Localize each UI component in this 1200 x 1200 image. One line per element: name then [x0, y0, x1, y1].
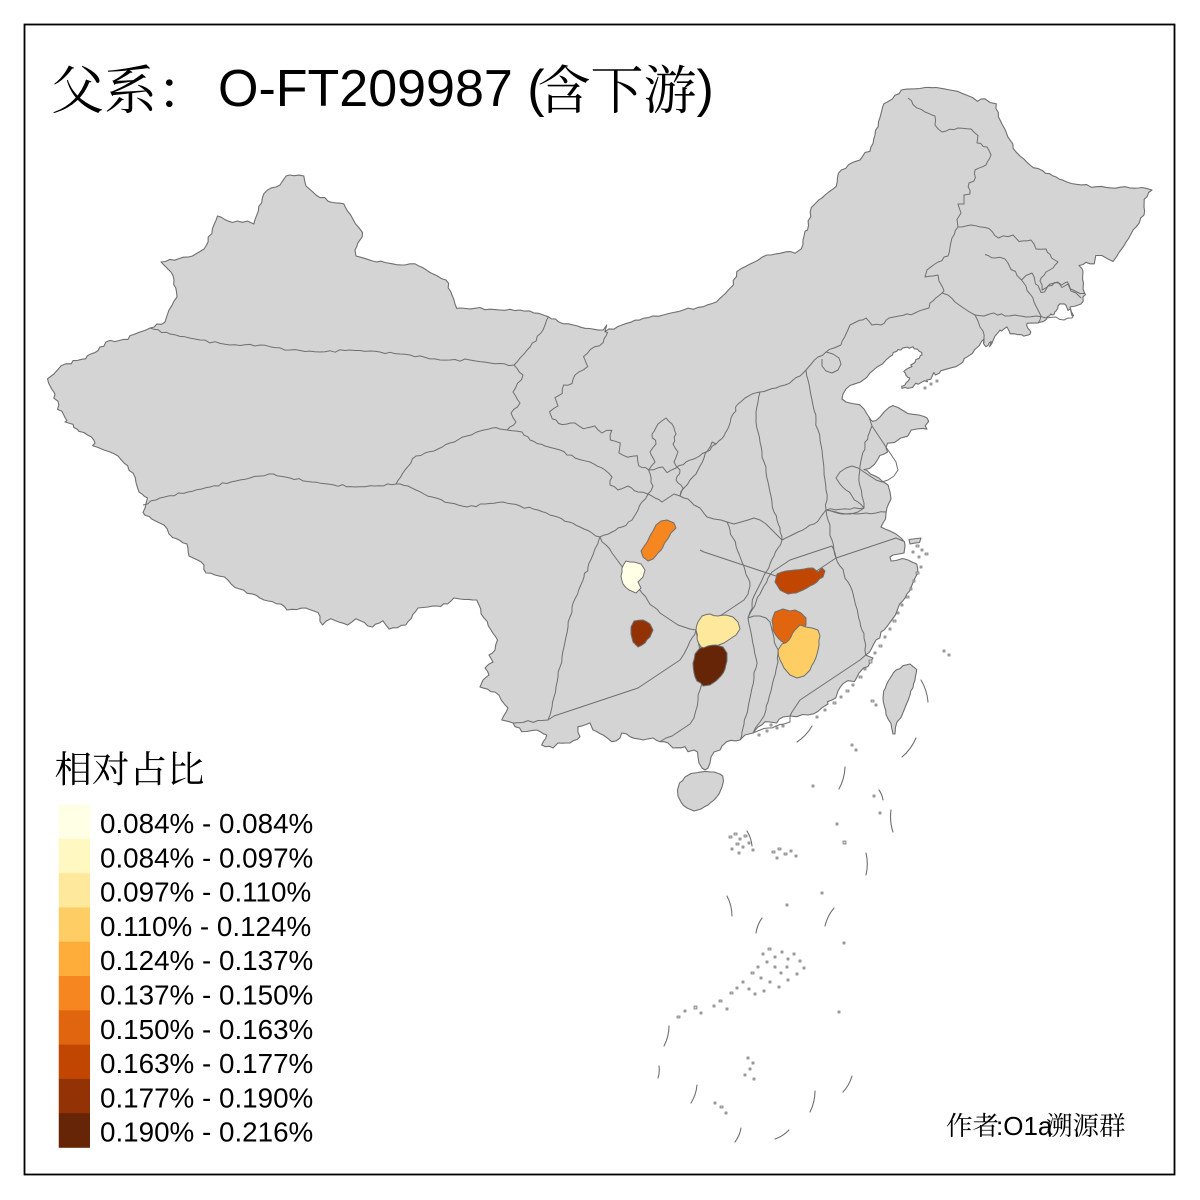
svg-text:0.177% - 0.190%: 0.177% - 0.190%	[100, 1082, 313, 1113]
svg-text:O-FT209987 (: O-FT209987 (	[218, 60, 545, 118]
svg-text::O1a: :O1a	[996, 1111, 1053, 1141]
svg-text:0.084% - 0.097%: 0.084% - 0.097%	[100, 842, 313, 873]
svg-text:0.097% - 0.110%: 0.097% - 0.110%	[100, 877, 311, 908]
svg-text:0.110% - 0.124%: 0.110% - 0.124%	[100, 911, 311, 942]
svg-text:0.124% - 0.137%: 0.124% - 0.137%	[100, 945, 313, 976]
svg-text:0.084% - 0.084%: 0.084% - 0.084%	[100, 808, 313, 839]
svg-text:0.150% - 0.163%: 0.150% - 0.163%	[100, 1014, 313, 1045]
svg-text:0.190% - 0.216%: 0.190% - 0.216%	[100, 1117, 313, 1148]
svg-text:0.137% - 0.150%: 0.137% - 0.150%	[100, 980, 313, 1011]
svg-text:0.163% - 0.177%: 0.163% - 0.177%	[100, 1048, 313, 1079]
svg-text:): )	[697, 60, 714, 118]
